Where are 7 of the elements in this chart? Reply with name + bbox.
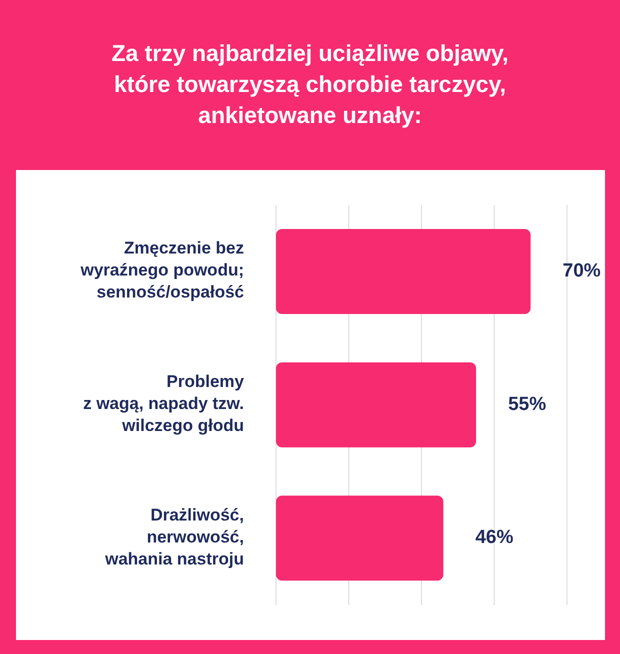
data-label: 46% <box>475 527 514 548</box>
y-tick-label: Zmęczenie bez wyraźnego powodu; senność/ospałość <box>80 239 244 302</box>
data-label: 70% <box>562 260 601 282</box>
chart-title: Za trzy najbardziej uciążliwe objawy, które towarzyszą chorobie tarczycy, ankietowane uznały: <box>110 39 510 130</box>
y-tick-label: Drażliwość, nerwowość, wahania nastroju <box>104 506 244 569</box>
y-tick-label: Problemy z wagą, napady tzw. wilczego głodu <box>83 372 245 436</box>
data-label: 55% <box>508 394 546 415</box>
